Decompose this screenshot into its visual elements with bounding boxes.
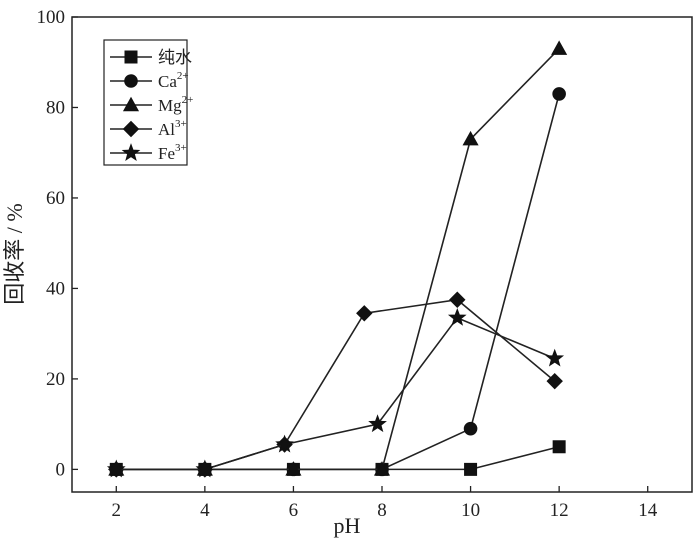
legend-label: 纯水: [158, 48, 192, 67]
x-tick-label: 6: [289, 500, 299, 521]
data-point-diamond: [356, 305, 373, 322]
legend-marker-triangle: [122, 96, 140, 112]
y-tick-label: 0: [56, 459, 66, 480]
data-point-star: [368, 414, 387, 433]
legend-label-text: Fe: [158, 144, 175, 163]
legend-marker-star: [121, 143, 141, 161]
legend-label: Al3+: [158, 118, 187, 139]
data-point-triangle: [551, 40, 568, 55]
axis-ticks: 2 4 6 8 10 12 14 0 20 40 60 80 100: [37, 7, 658, 521]
legend-label: Ca2+: [158, 70, 189, 91]
legend-label-text: Al: [158, 120, 175, 139]
data-point-star: [106, 459, 126, 478]
legend-label-text: 纯水: [158, 48, 192, 67]
legend-frame: [103, 39, 188, 166]
series-line: [116, 445, 560, 471]
y-tick-label: 60: [46, 188, 65, 209]
legend-label-superscript: 3+: [175, 118, 187, 130]
series-diamond: [108, 291, 563, 478]
data-point-triangle: [373, 461, 391, 476]
legend-item: Mg2+: [110, 94, 193, 115]
legend-item: Al3+: [110, 118, 187, 139]
y-tick-label: 80: [46, 97, 65, 118]
data-point-star: [545, 348, 565, 367]
data-point-circle: [552, 87, 566, 101]
data-point-triangle: [285, 461, 302, 476]
legend-marker-square: [124, 50, 138, 64]
data-point-square: [552, 440, 566, 454]
legend-label: Fe3+: [158, 142, 187, 163]
series-group: [106, 40, 568, 478]
legend-marker-circle: [124, 74, 138, 88]
x-axis-title: pH: [334, 513, 361, 538]
data-point-star: [195, 459, 215, 478]
data-point-circle: [463, 421, 478, 436]
legend-label-superscript: 2+: [182, 94, 194, 106]
data-point-star: [447, 308, 467, 326]
x-tick-label: 8: [377, 500, 387, 521]
y-axis-title: 回收率 / %: [2, 203, 27, 304]
x-tick-label: 4: [200, 500, 210, 521]
y-tick-label: 40: [46, 278, 65, 299]
legend-item: 纯水: [110, 48, 192, 67]
legend-item: Ca2+: [110, 70, 189, 91]
series-line: [116, 316, 556, 471]
x-tick-label: 14: [638, 500, 658, 521]
x-tick-label: 2: [112, 500, 122, 521]
x-tick-label: 10: [461, 500, 480, 521]
series-square: [109, 440, 566, 476]
x-tick-label: 12: [550, 500, 569, 521]
series-star: [106, 308, 565, 478]
data-point-diamond: [449, 291, 466, 308]
legend-label-superscript: 2+: [177, 70, 189, 82]
legend-label-text: Mg: [158, 96, 182, 115]
y-tick-label: 100: [37, 7, 66, 28]
y-tick-label: 20: [46, 369, 65, 390]
legend-marker-diamond: [122, 120, 140, 138]
data-point-square: [464, 462, 478, 476]
legend-label-superscript: 3+: [175, 142, 187, 154]
series-line: [116, 298, 556, 471]
legend-item: Fe3+: [110, 142, 187, 163]
legend-label-text: Ca: [158, 72, 177, 91]
data-point-diamond: [546, 372, 563, 390]
data-point-triangle: [462, 130, 479, 146]
data-point-star: [275, 434, 294, 453]
legend-label: Mg2+: [158, 94, 193, 115]
